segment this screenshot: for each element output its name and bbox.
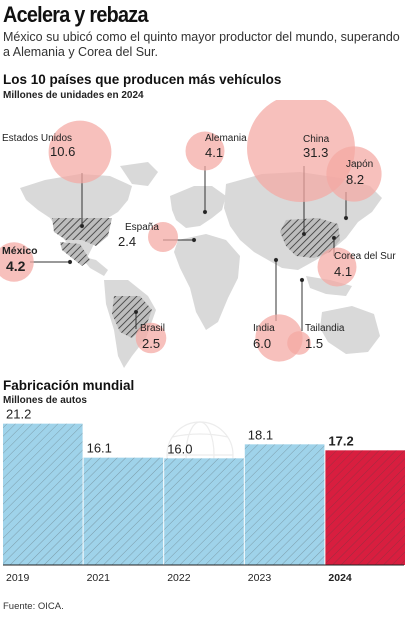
bubble-labels: Estados Unidos10.6Alemania4.1China31.3Ja…	[2, 133, 396, 351]
country-label-estados-unidos: Estados Unidos	[2, 133, 72, 144]
country-label-brasil: Brasil	[140, 323, 165, 334]
bar-category-2021: 2021	[87, 572, 111, 584]
australia-shape	[320, 306, 380, 354]
north-america-shape	[20, 174, 132, 256]
map-title: Los 10 países que producen más vehículos	[3, 72, 282, 87]
bubble-mexico	[0, 242, 34, 282]
bar-hatch-2023	[244, 444, 325, 565]
bubble-corea-del-sur	[317, 247, 357, 287]
leader-dot-estados-unidos	[79, 223, 85, 229]
country-label-tailandia: Tailandia	[305, 323, 345, 334]
country-value-tailandia: 1.5	[305, 336, 323, 351]
africa-shape	[174, 234, 240, 330]
country-label-espana: España	[125, 222, 159, 233]
bubble-brasil	[135, 322, 167, 354]
bar-hatch-2019	[3, 423, 83, 565]
country-value-india: 6.0	[253, 336, 271, 351]
production-bar-chart: 21.2 2019 16.1 2021 16.0 2022 18.1 2023 17.2 2024	[3, 407, 405, 584]
country-value-corea-del-sur: 4.1	[334, 264, 352, 279]
bar-value-2019: 21.2	[6, 407, 31, 422]
country-value-espana: 2.4	[118, 234, 136, 249]
bar-value-2024: 17.2	[328, 433, 353, 448]
country-value-estados-unidos: 10.6	[50, 144, 75, 159]
leader-dot-tailandia	[299, 277, 305, 283]
page-title: Acelera y rebaza	[3, 2, 149, 27]
country-value-alemania: 4.1	[205, 145, 223, 160]
china-hatch	[280, 218, 340, 258]
bar-category-2023: 2023	[248, 572, 272, 584]
source-note: Fuente: OICA.	[3, 601, 64, 612]
leader-dot-alemania	[202, 209, 208, 215]
bar-2023	[244, 444, 325, 565]
leader-dot-brasil	[133, 309, 139, 315]
leader-dot-china	[301, 231, 307, 237]
bar-hatch-2022	[164, 458, 244, 565]
country-value-brasil: 2.5	[142, 336, 160, 351]
bar-subtitle: Millones de autos	[3, 395, 87, 406]
country-label-mexico: México	[2, 245, 38, 257]
world-map-bubble-chart: Estados Unidos10.6Alemania4.1China31.3Ja…	[0, 100, 396, 368]
bar-category-2022: 2022	[167, 572, 191, 584]
map-subtitle: Millones de unidades en 2024	[3, 90, 144, 101]
bar-value-2023: 18.1	[248, 427, 273, 442]
bar-category-2019: 2019	[6, 572, 30, 584]
country-label-india: India	[253, 323, 275, 334]
country-label-alemania: Alemania	[205, 133, 247, 144]
europe-shape	[170, 186, 226, 228]
leader-dot-india	[273, 257, 279, 263]
bar-title: Fabricación mundial	[3, 378, 135, 393]
greenland-shape	[120, 162, 158, 186]
bar-value-2021: 16.1	[87, 441, 112, 456]
bar-2019	[3, 423, 83, 565]
country-label-corea-del-sur: Corea del Sur	[334, 251, 396, 262]
bar-category-2024: 2024	[328, 572, 352, 584]
highlighted-countries	[52, 218, 340, 338]
southeast-asia-shape	[306, 276, 352, 296]
bar-2024	[325, 450, 405, 565]
bubble-tailandia	[287, 331, 311, 355]
leader-dot-corea-del-sur	[331, 235, 337, 241]
bubble-japon	[326, 146, 382, 202]
country-label-china: China	[303, 134, 330, 145]
country-label-japon: Japón	[346, 159, 373, 170]
bar-2022	[164, 458, 244, 565]
bar-value-2022: 16.0	[167, 441, 192, 456]
bubble-espana	[148, 222, 178, 252]
leader-dot-espana	[191, 237, 197, 243]
country-value-china: 31.3	[303, 145, 328, 160]
bar-hatch-2021	[83, 457, 164, 565]
bubble-estados-unidos	[48, 120, 112, 184]
bubbles	[0, 100, 382, 362]
country-value-japon: 8.2	[346, 172, 364, 187]
leader-dot-mexico	[67, 259, 73, 265]
bar-2021	[83, 457, 164, 565]
mexico-hatch	[60, 242, 90, 266]
leader-dot-japon	[343, 215, 349, 221]
bar-hatch-2024	[325, 450, 405, 565]
usa-hatch	[52, 218, 112, 246]
country-value-mexico: 4.2	[6, 258, 26, 274]
bubble-alemania	[185, 131, 225, 171]
page-subtitle: México su ubicó como el quinto mayor pro…	[3, 30, 400, 59]
